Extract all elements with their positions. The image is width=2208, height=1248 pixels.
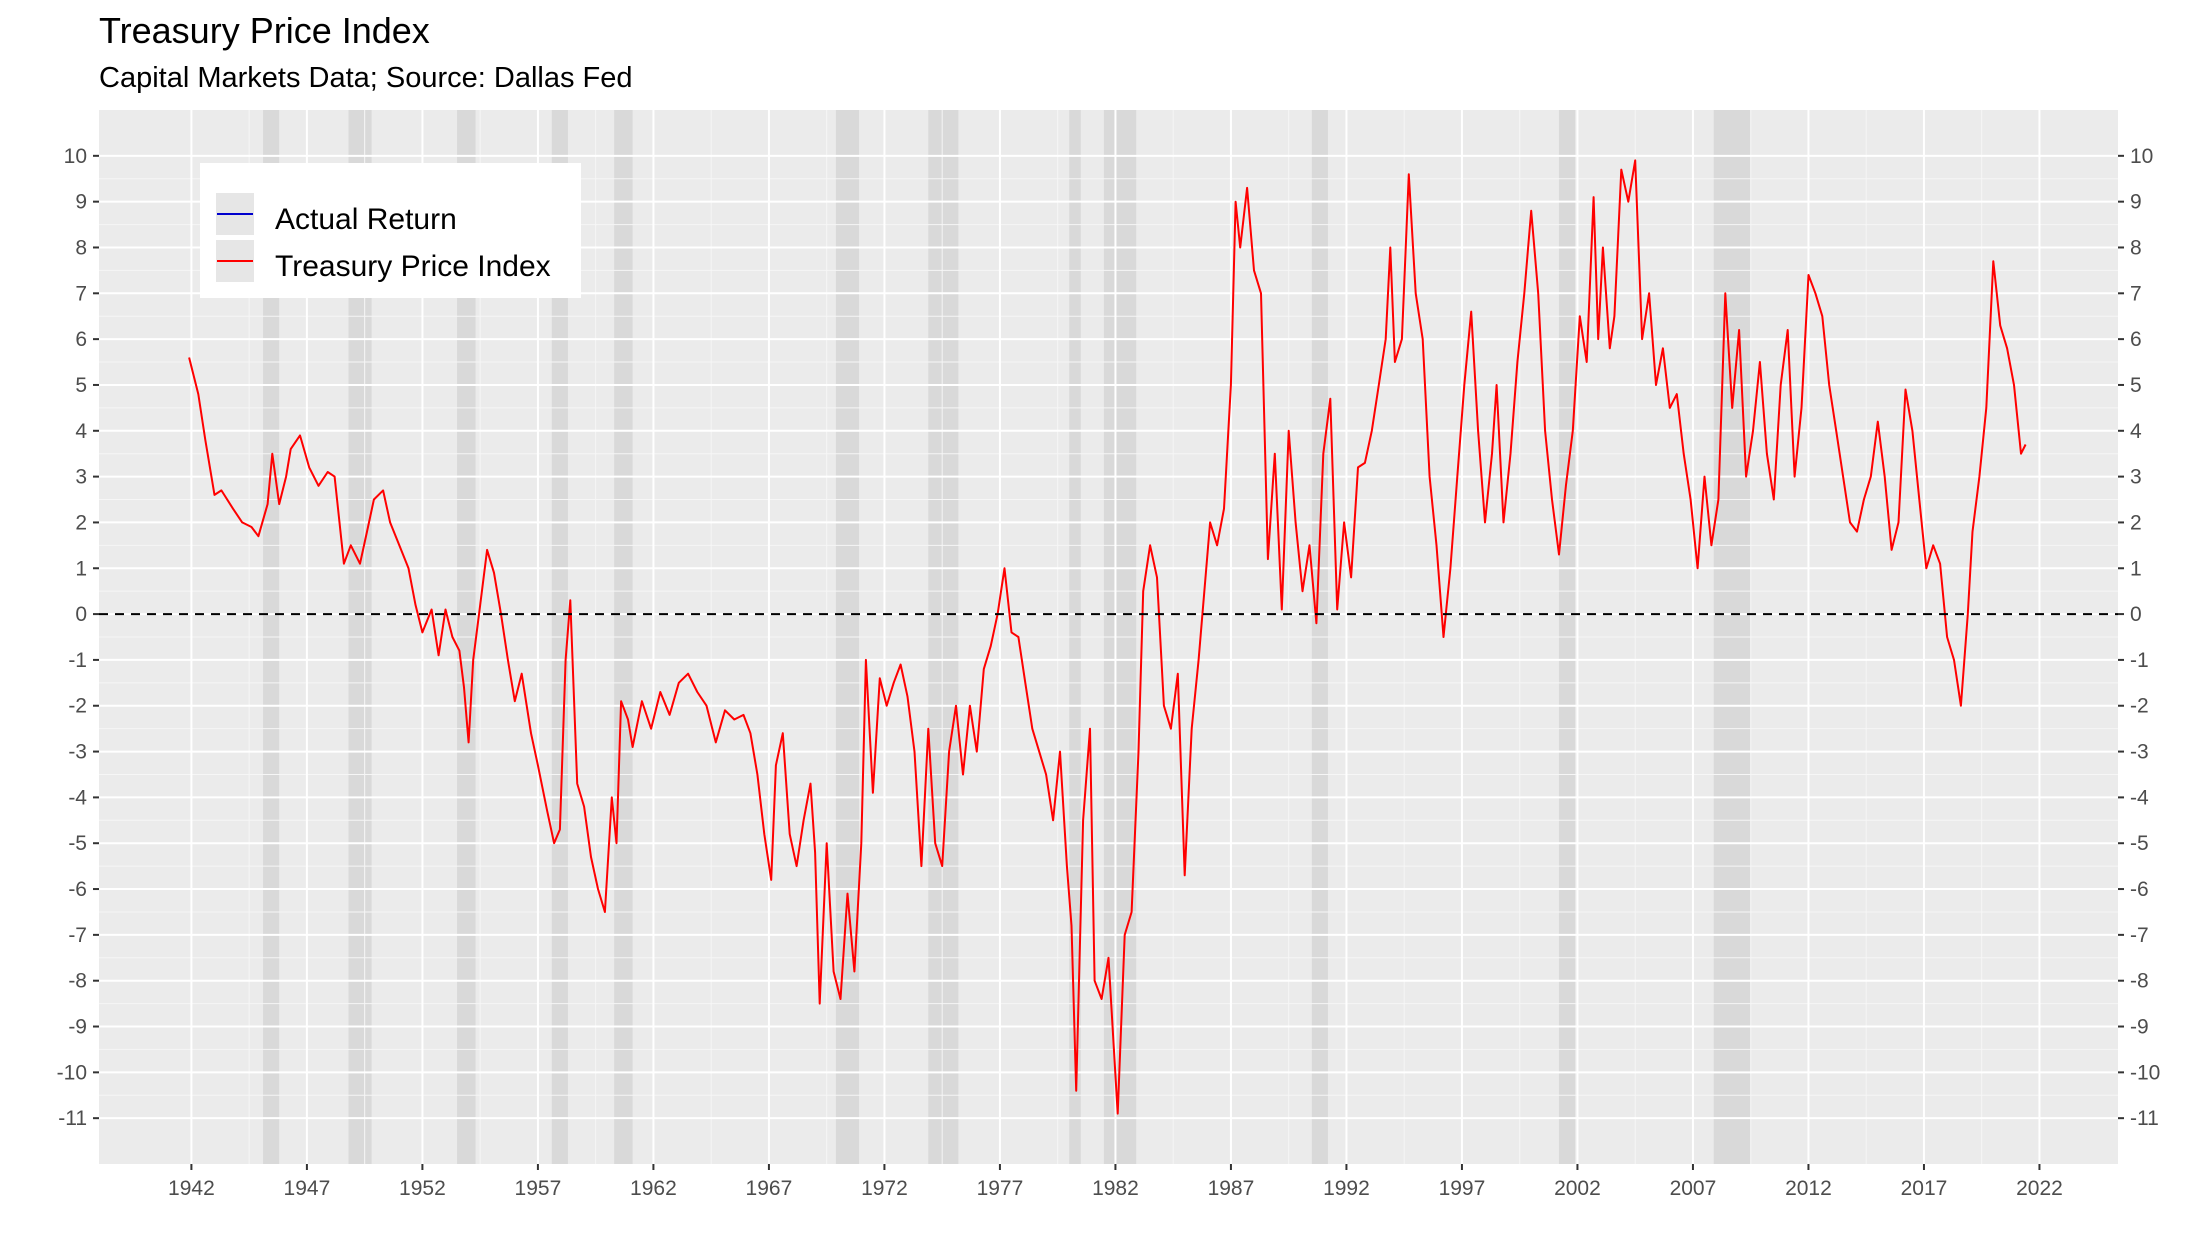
x-tick-label: 1967 <box>746 1177 793 1200</box>
legend-label-treasury-price-index: Treasury Price Index <box>275 250 551 283</box>
y-tick-label-right: -10 <box>2130 1061 2160 1084</box>
y-tick-label-left: -10 <box>57 1061 87 1084</box>
x-tick-label: 1947 <box>284 1177 331 1200</box>
major-gridlines <box>99 110 2118 1164</box>
y-tick-label-left: 10 <box>64 145 87 168</box>
x-tick-label: 2007 <box>1670 1177 1717 1200</box>
y-tick-label-left: 8 <box>75 236 87 259</box>
legend: Actual Return Treasury Price Index <box>200 163 581 298</box>
y-tick-label-left: 1 <box>75 557 87 580</box>
legend-box <box>200 163 581 298</box>
x-tick-label: 1972 <box>861 1177 908 1200</box>
y-tick-label-left: 2 <box>75 511 87 534</box>
y-tick-label-left: -4 <box>68 786 87 809</box>
y-tick-label-right: -8 <box>2130 970 2149 993</box>
y-tick-label-left: 3 <box>75 466 87 489</box>
y-tick-label-right: 0 <box>2130 603 2142 626</box>
y-tick-label-right: 2 <box>2130 511 2142 534</box>
y-tick-label-left: -9 <box>68 1016 87 1039</box>
y-tick-label-right: 1 <box>2130 557 2142 580</box>
x-tick-label: 1952 <box>399 1177 446 1200</box>
legend-label-actual-return: Actual Return <box>275 203 457 236</box>
y-tick-label-left: 7 <box>75 282 87 305</box>
series-line-treasury-price-index <box>188 159 2027 1115</box>
x-tick-label: 1982 <box>1092 1177 1139 1200</box>
y-tick-label-left: -3 <box>68 741 87 764</box>
y-tick-label-left: 5 <box>75 374 87 397</box>
y-tick-label-right: 3 <box>2130 466 2142 489</box>
y-tick-label-right: -4 <box>2130 786 2149 809</box>
y-tick-label-right: 8 <box>2130 236 2142 259</box>
y-tick-label-right: 5 <box>2130 374 2142 397</box>
y-tick-label-right: -1 <box>2130 649 2149 672</box>
y-tick-label-left: 9 <box>75 191 87 214</box>
y-tick-label-right: 7 <box>2130 282 2142 305</box>
y-tick-label-left: -8 <box>68 970 87 993</box>
y-tick-label-left: 0 <box>75 603 87 626</box>
x-tick-label: 2017 <box>1901 1177 1948 1200</box>
x-tick-label: 1962 <box>630 1177 677 1200</box>
x-tick-label: 1957 <box>515 1177 562 1200</box>
x-tick-label: 1992 <box>1323 1177 1370 1200</box>
y-tick-label-right: -6 <box>2130 878 2149 901</box>
y-tick-label-right: 9 <box>2130 191 2142 214</box>
y-tick-label-right: 10 <box>2130 145 2153 168</box>
y-tick-label-left: -5 <box>68 832 87 855</box>
y-tick-label-left: -6 <box>68 878 87 901</box>
x-tick-label: 2012 <box>1785 1177 1832 1200</box>
series-lines <box>188 159 2027 1115</box>
x-tick-label: 2022 <box>2016 1177 2063 1200</box>
y-tick-label-left: -2 <box>68 695 87 718</box>
x-tick-label: 1987 <box>1208 1177 1255 1200</box>
y-tick-label-right: 6 <box>2130 328 2142 351</box>
y-tick-label-right: -2 <box>2130 695 2149 718</box>
y-tick-label-left: 4 <box>75 420 87 443</box>
chart-subtitle: Capital Markets Data; Source: Dallas Fed <box>99 62 633 94</box>
y-tick-label-left: 6 <box>75 328 87 351</box>
x-tick-label: 1942 <box>168 1177 215 1200</box>
y-tick-label-right: -11 <box>2130 1107 2159 1130</box>
x-tick-label: 1997 <box>1439 1177 1486 1200</box>
y-tick-label-left: -11 <box>58 1107 87 1130</box>
y-tick-label-right: -9 <box>2130 1016 2149 1039</box>
y-tick-label-left: -7 <box>68 924 87 947</box>
axes: -11 -11-10 -10-9 -9-8 -8-7 -7-6 -6-5 -5-4 -4-3 -3… <box>57 145 2161 1200</box>
y-tick-label-right: -7 <box>2130 924 2149 947</box>
x-tick-label: 2002 <box>1554 1177 1601 1200</box>
y-tick-label-right: -5 <box>2130 832 2149 855</box>
y-tick-label-right: -3 <box>2130 741 2149 764</box>
minor-gridlines <box>99 110 2118 1164</box>
y-tick-label-right: 4 <box>2130 420 2142 443</box>
chart-title: Treasury Price Index <box>99 10 430 51</box>
y-tick-label-left: -1 <box>68 649 87 672</box>
x-tick-label: 1977 <box>977 1177 1024 1200</box>
